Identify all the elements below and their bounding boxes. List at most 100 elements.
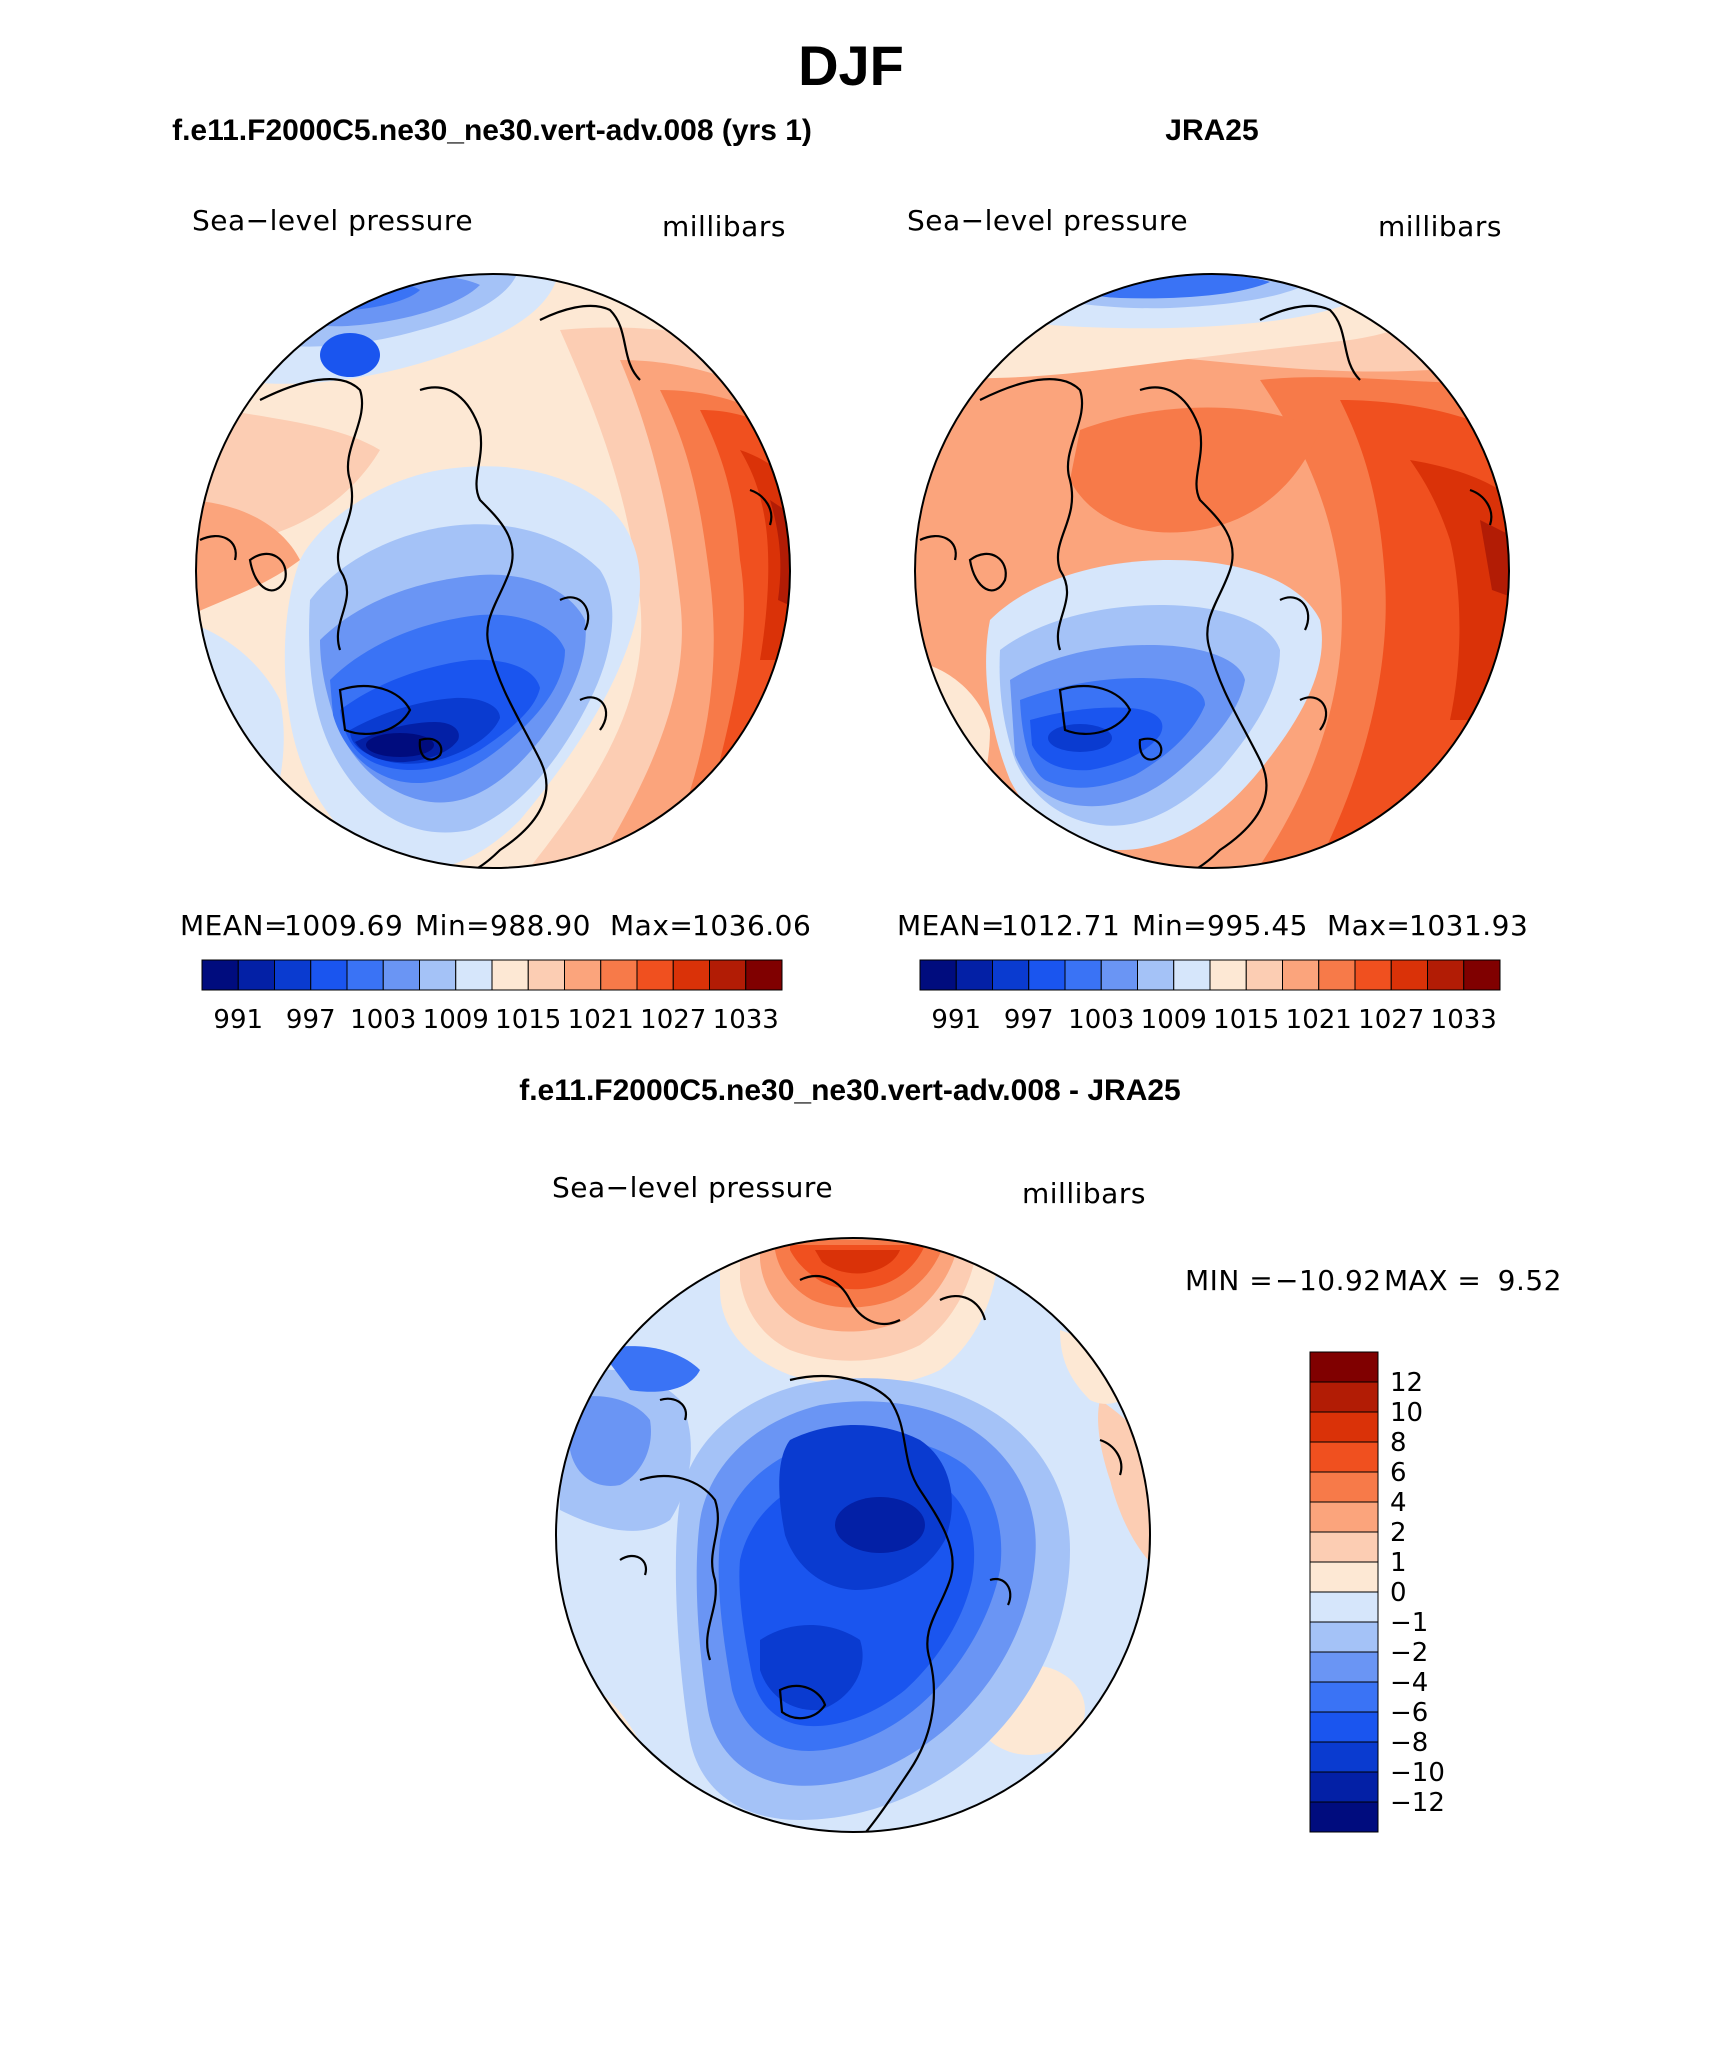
colorbar-swatch: [201, 959, 239, 991]
colorbar-tick-label: 1009: [423, 1005, 489, 1035]
colorbar-tick-label: 1003: [1068, 1005, 1134, 1035]
colorbar-tick-label: 991: [213, 1005, 263, 1035]
units-label: millibars: [662, 210, 786, 243]
colorbar-swatch: [527, 959, 565, 991]
colorbar-tick-label: 1033: [713, 1005, 779, 1035]
panel-title-difference: f.e11.F2000C5.ne30_ne30.vert-adv.008 - J…: [519, 1074, 1181, 1107]
colorbar-tick-label: 1015: [495, 1005, 561, 1035]
colorbar-model: 991 997 1003 1009 1015 1021 1027 1033: [201, 959, 783, 1035]
colorbar-swatch: [491, 959, 529, 991]
colorbar-swatch: [672, 959, 710, 991]
min-value: −10.92: [1275, 1264, 1382, 1297]
min-value: 995.45: [1207, 909, 1308, 942]
colorbar-tick-label: 1021: [568, 1005, 634, 1035]
min-label: Min=: [1132, 909, 1207, 942]
max-value: 1036.06: [692, 909, 811, 942]
colorbar-swatch: [1137, 959, 1175, 991]
panel-title-jra25: JRA25: [1165, 114, 1258, 147]
colorbar-swatch: [564, 959, 602, 991]
colorbar-swatch: [1309, 1411, 1379, 1443]
colorbar-swatch: [1309, 1531, 1379, 1563]
colorbar-tick-label: 0: [1390, 1578, 1407, 1608]
colorbar-swatch: [1309, 1351, 1379, 1383]
colorbar-swatch: [636, 959, 674, 991]
colorbar-tick-label: 8: [1390, 1428, 1407, 1458]
units-label: millibars: [1022, 1177, 1146, 1210]
min-label: Min=: [415, 909, 490, 942]
colorbar-swatch: [1427, 959, 1465, 991]
contour-field: [915, 274, 1509, 868]
colorbar-swatch: [1309, 1441, 1379, 1473]
mean-value: 1009.69: [284, 909, 403, 942]
colorbar-swatch: [919, 959, 957, 991]
colorbar-swatch: [1209, 959, 1247, 991]
figure-title: DJF: [798, 34, 904, 97]
colorbar-swatch: [274, 959, 312, 991]
colorbar-swatch: [1309, 1591, 1379, 1623]
colorbar-tick-label: 10: [1390, 1398, 1423, 1428]
colorbar-swatch: [1309, 1771, 1379, 1803]
colorbar-tick-label: 1009: [1141, 1005, 1207, 1035]
colorbar-tick-label: −12: [1390, 1788, 1445, 1818]
colorbar-swatch: [600, 959, 638, 991]
colorbar-swatch: [237, 959, 275, 991]
colorbar-tick-label: 1033: [1431, 1005, 1497, 1035]
mean-label: MEAN=: [180, 909, 288, 942]
colorbar-swatch: [1354, 959, 1392, 991]
colorbar-swatch: [1309, 1711, 1379, 1743]
colorbar-swatch: [419, 959, 457, 991]
colorbar-swatch: [1309, 1561, 1379, 1593]
coastlines: [919, 304, 1493, 868]
colorbar-swatch: [1463, 959, 1501, 991]
colorbar-swatch: [1064, 959, 1102, 991]
contour-field: [196, 274, 790, 868]
colorbar-swatch: [992, 959, 1030, 991]
colorbar-tick-label: 1015: [1213, 1005, 1279, 1035]
colorbar-tick-label: 6: [1390, 1458, 1407, 1488]
map-panel-jra25: Sea−level pressure millibars: [897, 204, 1528, 1035]
colorbar-tick-label: 1: [1390, 1548, 1407, 1578]
colorbar-swatch: [310, 959, 348, 991]
max-label: MAX =: [1384, 1264, 1481, 1297]
colorbar-swatch: [382, 959, 420, 991]
colorbar-swatch: [955, 959, 993, 991]
max-value: 9.52: [1498, 1264, 1562, 1297]
colorbar-swatch: [1318, 959, 1356, 991]
colorbar-swatch: [1309, 1381, 1379, 1413]
colorbar-swatch: [1028, 959, 1066, 991]
colorbar-swatch: [1282, 959, 1320, 991]
colorbar-tick-label: −1: [1390, 1608, 1428, 1638]
colorbar-swatch: [1309, 1681, 1379, 1713]
colorbar-tick-label: 2: [1390, 1518, 1407, 1548]
colorbar-tick-label: 1027: [640, 1005, 706, 1035]
colorbar-swatch: [709, 959, 747, 991]
units-label: millibars: [1378, 210, 1502, 243]
colorbar-tick-label: −2: [1390, 1638, 1428, 1668]
colorbar-tick-label: 991: [931, 1005, 981, 1035]
min-label: MIN =: [1185, 1264, 1273, 1297]
colorbar-swatch: [1309, 1471, 1379, 1503]
map-panel-difference: Sea−level pressure millibars: [552, 1171, 1562, 1833]
colorbar-tick-label: −10: [1390, 1758, 1445, 1788]
variable-label: Sea−level pressure: [192, 204, 473, 237]
colorbar-swatch: [1309, 1621, 1379, 1653]
panel-title-model: f.e11.F2000C5.ne30_ne30.vert-adv.008 (yr…: [172, 114, 812, 147]
map-boundary: [555, 1237, 1151, 1833]
colorbar-swatch: [1309, 1741, 1379, 1773]
colorbar-tick-label: −8: [1390, 1728, 1428, 1758]
colorbar-swatch: [346, 959, 384, 991]
colorbar-tick-label: 1003: [350, 1005, 416, 1035]
max-label: Max=: [1327, 909, 1410, 942]
colorbar-swatch: [1309, 1651, 1379, 1683]
colorbar-tick-label: −6: [1390, 1698, 1428, 1728]
colorbar-swatch: [455, 959, 493, 991]
colorbar-tick-label: 1021: [1286, 1005, 1352, 1035]
map-panel-model: Sea−level pressure millibars: [180, 204, 811, 1035]
variable-label: Sea−level pressure: [552, 1171, 833, 1204]
contour-field: [556, 1238, 1150, 1832]
mean-label: MEAN=: [897, 909, 1005, 942]
mean-value: 1012.71: [1001, 909, 1120, 942]
colorbar-swatch: [1245, 959, 1283, 991]
colorbar-jra25: 991 997 1003 1009 1015 1021 1027 1033: [919, 959, 1501, 1035]
